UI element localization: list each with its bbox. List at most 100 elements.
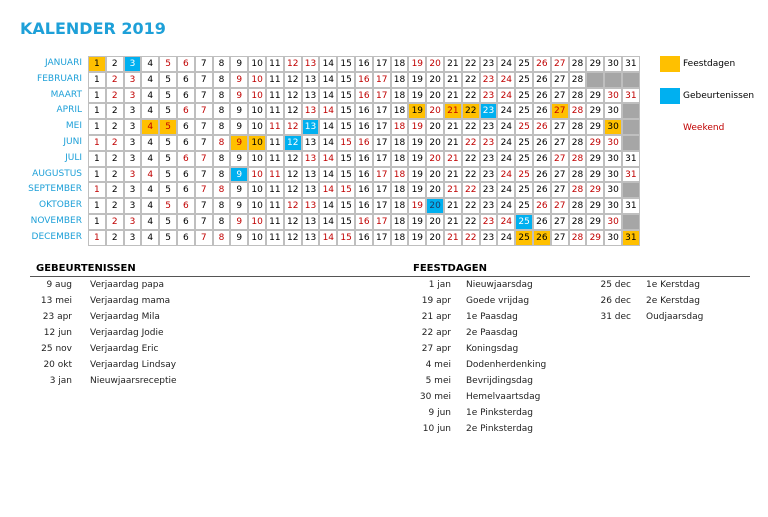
day-cell: 16 [355, 103, 373, 120]
day-cell: 4 [141, 198, 160, 214]
day-cell: 16 [355, 56, 373, 72]
day-cell: 25 [515, 119, 533, 135]
day-cell: 11 [266, 214, 284, 230]
day-cell: 14 [319, 166, 338, 183]
day-cell: 12 [283, 103, 302, 120]
month-label: AUGUSTUS [32, 168, 82, 179]
day-cell: 21 [444, 182, 462, 199]
day-cell: 20 [426, 182, 444, 199]
day-cell: 11 [266, 198, 284, 214]
day-cell: 3 [123, 119, 142, 135]
day-cell: 14 [319, 135, 338, 151]
day-cell: 18 [390, 150, 409, 167]
day-cell: 22 [461, 56, 480, 72]
day-cell: 6 [177, 119, 195, 135]
day-cell: 21 [444, 150, 462, 167]
day-cell: 11 [266, 150, 284, 167]
day-cell: 4 [141, 182, 160, 199]
day-cell: 27 [550, 150, 569, 167]
day-cell: 15 [337, 71, 355, 88]
day-cell: 26 [533, 150, 551, 167]
day-cell: 9 [230, 87, 249, 104]
month-label: FEBRUARI [37, 73, 82, 84]
day-cell: 19 [408, 198, 427, 214]
day-cell: 3 [123, 87, 142, 104]
day-cell: 11 [266, 229, 284, 246]
day-cell: 17 [372, 135, 391, 151]
day-cell: 30 [604, 214, 622, 230]
list-date: 1 jan [428, 280, 451, 290]
day-cell: 27 [550, 214, 569, 230]
month-label: SEPTEMBER [28, 184, 82, 195]
day-cell: 13 [301, 87, 320, 104]
day-cell: 8 [212, 135, 231, 151]
day-cell: 7 [194, 71, 213, 88]
day-cell: 26 [533, 135, 551, 151]
day-cell: 2 [105, 182, 124, 199]
day-cell: 31 [622, 56, 640, 72]
day-cell: 9 [230, 198, 249, 214]
day-cell: 10 [248, 87, 266, 104]
day-cell: 2 [105, 166, 124, 183]
day-cell: 25 [515, 103, 533, 120]
day-cell: 2 [105, 135, 124, 151]
day-cell: 7 [194, 87, 213, 104]
day-cell: 31 [622, 150, 640, 167]
day-cell: 15 [337, 56, 355, 72]
list-text: Koningsdag [466, 344, 519, 354]
day-cell: 17 [372, 103, 391, 120]
day-cell: 9 [230, 229, 249, 246]
day-cell: 20 [426, 150, 444, 167]
day-cell: 29 [586, 119, 605, 135]
day-cell: 22 [461, 119, 480, 135]
day-cell: 18 [390, 135, 409, 151]
day-cell: 3 [123, 182, 142, 199]
day-cell: 11 [266, 87, 284, 104]
day-cell: 17 [372, 198, 391, 214]
day-cell: 8 [212, 182, 231, 199]
day-cell: 9 [230, 103, 249, 120]
day-cell: 11 [266, 119, 284, 135]
day-cell: 27 [550, 119, 569, 135]
day-cell: 2 [105, 198, 124, 214]
day-cell: 4 [141, 166, 160, 183]
day-cell: 22 [461, 103, 480, 120]
day-cell: 31 [622, 87, 640, 104]
day-cell: 12 [283, 229, 302, 246]
day-cell: 26 [533, 198, 551, 214]
day-cell: 22 [461, 182, 480, 199]
day-cell: 7 [194, 198, 213, 214]
day-cell: 25 [515, 71, 533, 88]
list-text: Dodenherdenking [466, 360, 547, 370]
day-cell: 21 [444, 56, 462, 72]
day-cell: 28 [568, 71, 587, 88]
day-cell: 14 [319, 103, 338, 120]
day-cell: 11 [266, 166, 284, 183]
day-cell: 12 [283, 56, 302, 72]
day-cell: 6 [177, 71, 195, 88]
section-heading: GEBEURTENISSEN [36, 263, 136, 274]
day-cell: 31 [622, 166, 640, 183]
day-cell: 27 [550, 229, 569, 246]
day-cell: 8 [212, 56, 231, 72]
day-cell: 7 [194, 103, 213, 120]
day-cell: 3 [123, 229, 142, 246]
day-cell: 29 [586, 229, 605, 246]
day-cell: 26 [533, 214, 551, 230]
day-cell: 24 [497, 103, 516, 120]
day-cell: 21 [444, 229, 462, 246]
day-cell: 24 [497, 71, 516, 88]
day-cell: 28 [568, 166, 587, 183]
day-cell: 12 [283, 71, 302, 88]
day-cell: 16 [355, 182, 373, 199]
day-cell: 27 [550, 166, 569, 183]
day-cell: 19 [408, 182, 427, 199]
day-cell: 18 [390, 214, 409, 230]
day-cell: 7 [194, 229, 213, 246]
day-cell: 5 [159, 182, 177, 199]
list-text: Nieuwjaarsreceptie [90, 376, 177, 386]
day-cell: 2 [105, 214, 124, 230]
day-cell: 11 [266, 182, 284, 199]
day-cell: 6 [177, 150, 195, 167]
day-cell: 11 [266, 56, 284, 72]
